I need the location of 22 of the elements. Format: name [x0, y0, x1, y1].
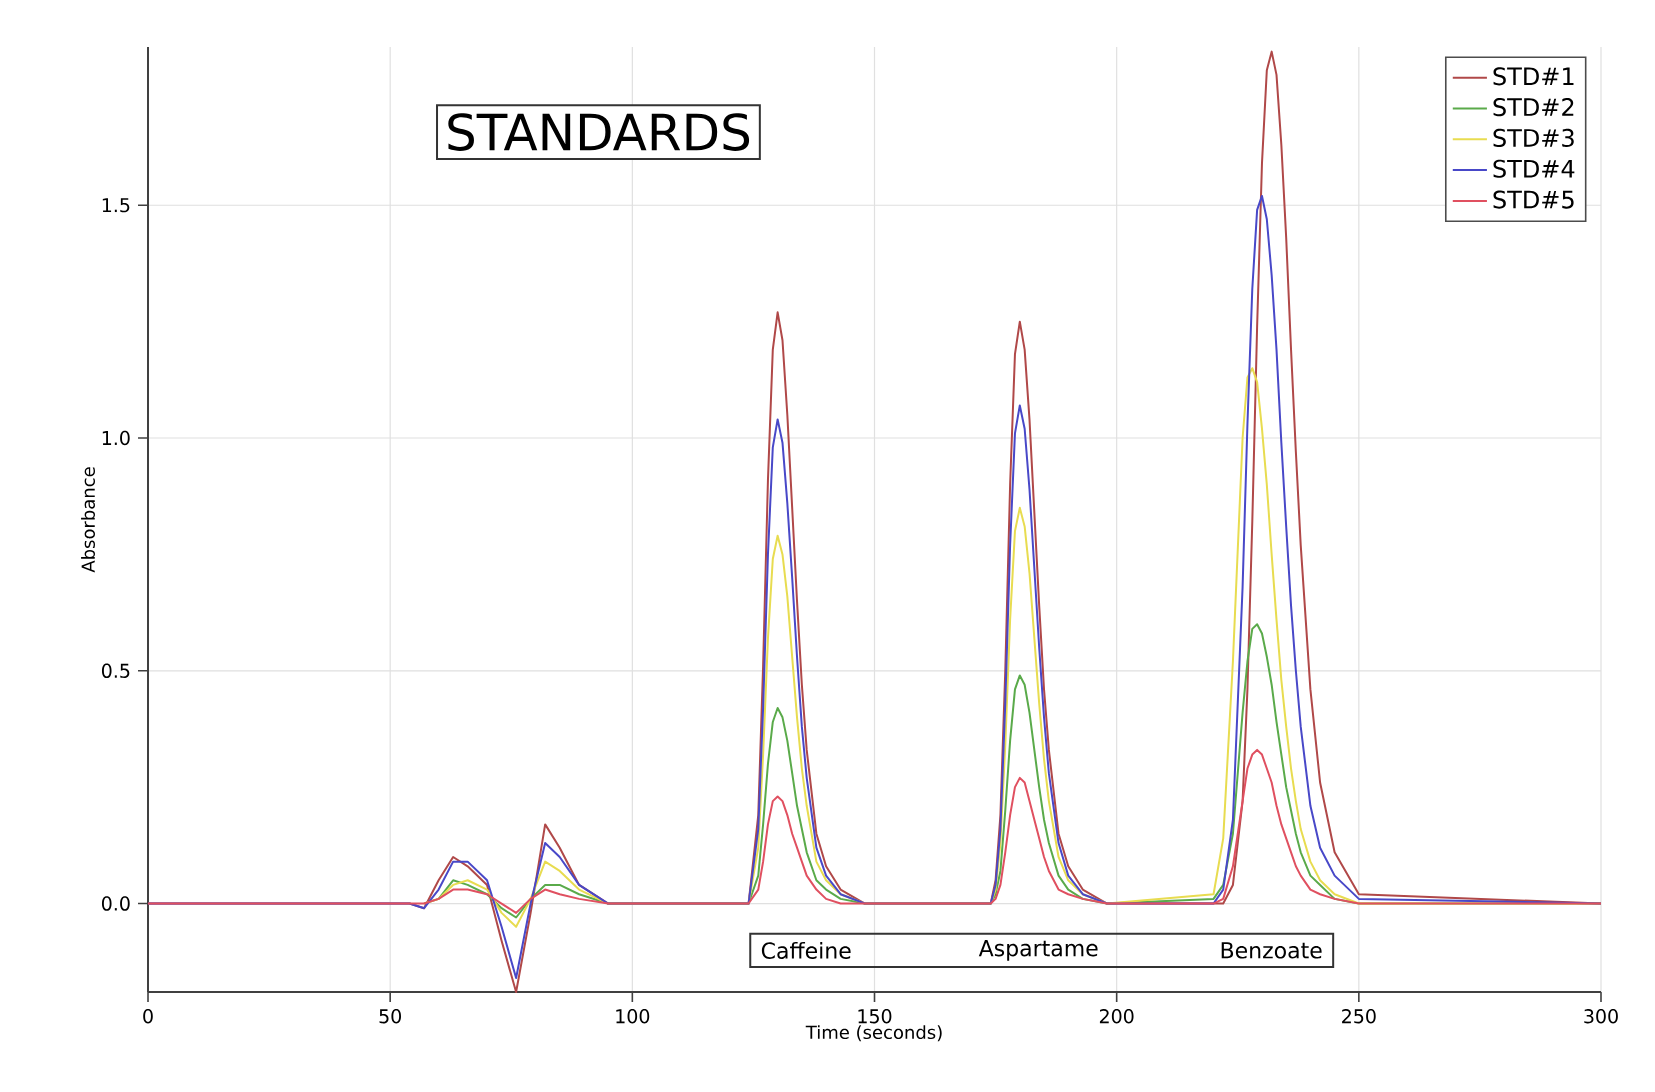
- annotation: STANDARDS: [448, 113, 750, 151]
- legend-label: STD#5: [1493, 190, 1574, 209]
- x-tick-label: 250: [1342, 1009, 1376, 1024]
- annotation: Caffeine: [761, 941, 851, 959]
- legend-label: STD#1: [1493, 67, 1574, 86]
- x-tick-label: 50: [379, 1009, 401, 1024]
- x-tick-label: 200: [1099, 1009, 1134, 1024]
- y-tick-label: 1.0: [102, 430, 130, 446]
- x-tick-label: 0: [143, 1009, 153, 1024]
- x-tick-label: 100: [616, 1009, 650, 1024]
- y-tick-label: 0.5: [101, 663, 130, 678]
- x-tick-label: 300: [1584, 1009, 1618, 1024]
- y-axis-title: Absorbance: [81, 467, 95, 573]
- x-axis-title: Time (seconds): [805, 1025, 942, 1042]
- y-tick-label: 0.0: [101, 896, 130, 911]
- annotation: Benzoate: [1221, 942, 1322, 959]
- legend-label: STD#2: [1493, 98, 1574, 117]
- x-tick-label: 150: [858, 1009, 892, 1024]
- y-tick-label: 1.5: [102, 198, 130, 213]
- legend-label: STD#3: [1493, 128, 1574, 148]
- annotation: Aspartame: [978, 940, 1098, 961]
- legend-label: STD#4: [1493, 159, 1575, 178]
